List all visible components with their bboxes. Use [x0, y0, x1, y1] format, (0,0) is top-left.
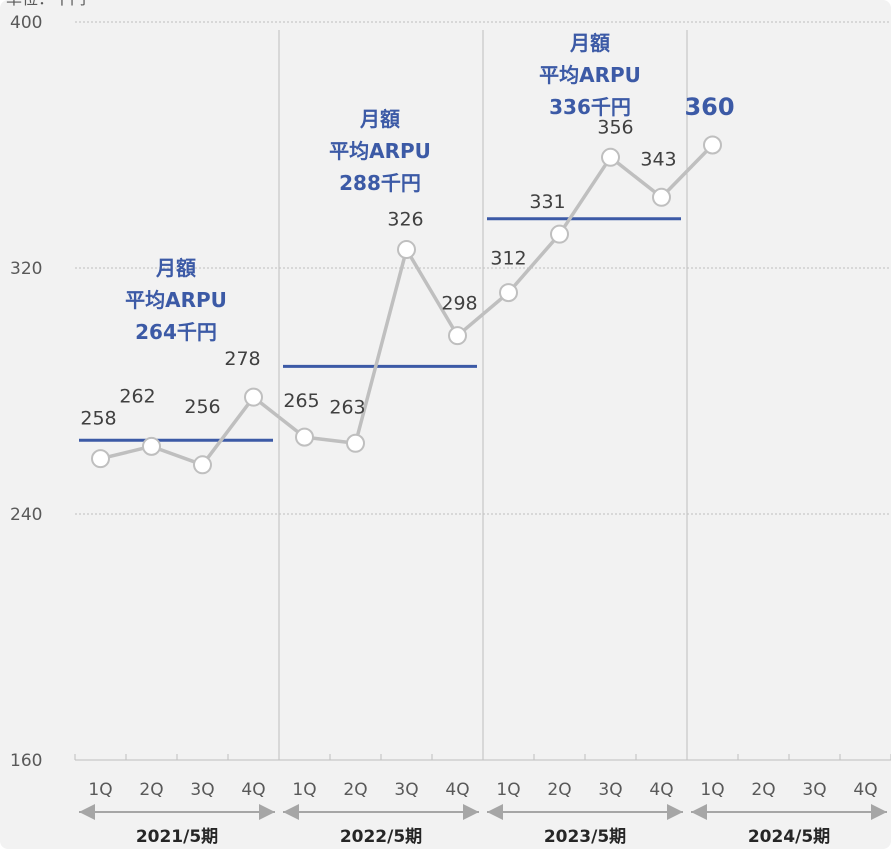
x-tick-label: 3Q	[190, 780, 214, 800]
period-label: 2022/5期	[340, 827, 422, 847]
data-label: 343	[640, 148, 676, 170]
average-annotation-line: 264千円	[135, 320, 217, 344]
data-point	[652, 187, 671, 207]
x-tick-label: 3Q	[394, 780, 418, 800]
x-tick-label: 1Q	[700, 780, 724, 800]
data-label: 258	[80, 408, 116, 430]
x-tick-label: 1Q	[88, 780, 112, 800]
x-tick-label: 4Q	[241, 780, 265, 800]
x-tick-label: 1Q	[496, 780, 520, 800]
y-tick-label: 320	[10, 259, 42, 279]
average-annotation-line: 平均ARPU	[329, 139, 431, 163]
x-tick-label: 3Q	[802, 780, 826, 800]
data-label: 263	[329, 396, 365, 418]
data-label: 256	[184, 396, 220, 418]
data-point	[703, 135, 722, 155]
period-label: 2024/5期	[748, 827, 830, 847]
data-label: 356	[597, 116, 633, 138]
average-annotation-line: 月額	[569, 31, 610, 55]
data-label: 326	[387, 209, 423, 231]
unit-label: 単位：千円	[6, 0, 86, 8]
average-annotation-line: 288千円	[339, 171, 421, 195]
data-point	[499, 283, 518, 303]
data-point	[346, 433, 365, 453]
data-label: 278	[224, 348, 260, 370]
data-point	[448, 326, 467, 346]
x-tick-label: 2Q	[751, 780, 775, 800]
x-tick-label: 1Q	[292, 780, 316, 800]
x-tick-label: 4Q	[853, 780, 877, 800]
average-annotation-line: 336千円	[549, 95, 631, 119]
data-label: 262	[119, 385, 155, 407]
data-point	[397, 240, 416, 260]
x-tick-label: 3Q	[598, 780, 622, 800]
data-label: 331	[529, 191, 565, 213]
highlight-data-label: 360	[684, 93, 734, 121]
data-label: 265	[283, 390, 319, 412]
average-annotation-line: 平均ARPU	[125, 288, 227, 312]
data-label: 312	[490, 248, 526, 270]
data-point	[193, 455, 212, 475]
x-tick-label: 4Q	[445, 780, 469, 800]
x-tick-label: 2Q	[343, 780, 367, 800]
data-point	[142, 436, 161, 456]
x-tick-label: 2Q	[139, 780, 163, 800]
data-label: 298	[441, 293, 477, 315]
data-point	[550, 224, 569, 244]
period-label: 2023/5期	[544, 827, 626, 847]
y-tick-label: 400	[10, 13, 42, 33]
data-point	[601, 147, 620, 167]
y-tick-label: 160	[10, 751, 42, 771]
average-annotation-line: 月額	[359, 107, 400, 131]
period-label: 2021/5期	[136, 827, 218, 847]
average-annotation-line: 平均ARPU	[539, 63, 641, 87]
data-point	[91, 449, 110, 469]
data-point	[295, 427, 314, 447]
y-tick-label: 240	[10, 505, 42, 525]
average-annotation-line: 月額	[155, 256, 196, 280]
x-tick-label: 4Q	[649, 780, 673, 800]
data-point	[244, 387, 263, 407]
x-tick-label: 2Q	[547, 780, 571, 800]
